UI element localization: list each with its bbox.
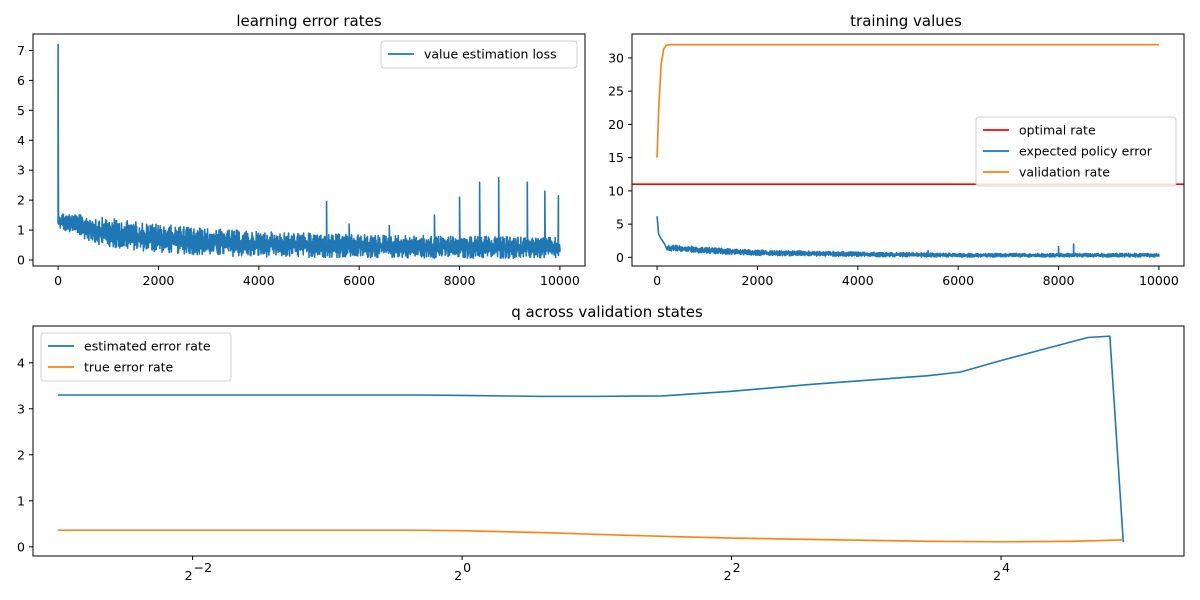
y-axis: 0 1 2 3 4 5 6 7 — [17, 43, 33, 268]
y-axis: 0 5 10 15 20 25 30 — [608, 50, 632, 265]
x-tick-label: 8000 — [1043, 273, 1075, 288]
x-tick-label: 2 — [724, 568, 732, 583]
y-tick-label: 2 — [17, 447, 25, 462]
x-tick-label: 2000 — [742, 273, 774, 288]
x-tick-label: 6000 — [942, 273, 974, 288]
plot-area — [57, 43, 561, 260]
legend: value estimation loss — [380, 40, 578, 69]
y-tick-label: 2 — [17, 193, 25, 208]
axes-frame — [631, 33, 1185, 267]
y-tick-label: 7 — [17, 43, 25, 58]
y-tick-label: 5 — [17, 103, 25, 118]
y-tick-label: 0 — [616, 250, 624, 265]
x-tick-label: 0 — [54, 273, 62, 288]
x-axis: 0 2000 4000 6000 8000 10000 — [54, 266, 580, 288]
y-tick-label: 30 — [608, 50, 624, 65]
y-tick-label: 3 — [17, 401, 25, 416]
x-tick-label: 2 — [454, 568, 462, 583]
y-tick-label: 1 — [17, 223, 25, 238]
chart-title: learning error rates — [236, 12, 382, 30]
x-tick-label: 4000 — [243, 273, 275, 288]
y-tick-label: 10 — [608, 183, 624, 198]
axes-frame — [32, 325, 1185, 557]
y-tick-label: 20 — [608, 117, 624, 132]
x-tick-label: 8000 — [444, 273, 476, 288]
legend: optimal rate expected policy error validat… — [975, 116, 1177, 187]
chart-title: training values — [850, 12, 962, 30]
chart-learning-error-rates: learning error rates 0 2000 4000 6000 8000 10… — [17, 12, 586, 288]
legend-label: optimal rate — [1019, 123, 1096, 138]
y-tick-label: 4 — [17, 133, 25, 148]
x-tick-label: 6000 — [343, 273, 375, 288]
x-tick-label: 0 — [653, 273, 661, 288]
y-tick-label: 5 — [616, 217, 624, 232]
y-tick-label: 0 — [17, 539, 25, 554]
chart-title: q across validation states — [511, 303, 703, 321]
y-tick-label: 3 — [17, 163, 25, 178]
y-tick-label: 6 — [17, 73, 25, 88]
series-line-1 — [57, 529, 1124, 543]
y-tick-label: 15 — [608, 150, 624, 165]
x-tick-label: 10000 — [540, 273, 580, 288]
series-line-0 — [57, 335, 1125, 543]
plot-area — [57, 335, 1125, 543]
legend: estimated error rate true error rate — [40, 332, 232, 382]
legend-box — [380, 40, 578, 69]
series-line-1 — [656, 216, 1160, 258]
y-tick-label: 25 — [608, 84, 624, 99]
series-line-0 — [57, 43, 561, 260]
legend-box — [975, 116, 1177, 187]
y-tick-label: 0 — [17, 253, 25, 268]
y-tick-label: 1 — [17, 493, 25, 508]
legend-label: value estimation loss — [424, 47, 557, 62]
x-tick-exponent: 0 — [463, 560, 471, 575]
x-tick-exponent: 4 — [1002, 560, 1010, 575]
legend-label: expected policy error — [1019, 144, 1153, 159]
x-tick-exponent: 2 — [733, 560, 741, 575]
x-tick-label: 10000 — [1139, 273, 1179, 288]
legend-label: validation rate — [1019, 165, 1110, 180]
x-tick-exponent: −2 — [194, 560, 212, 575]
series-line-2 — [656, 43, 1159, 158]
x-tick-label: 2000 — [143, 273, 175, 288]
y-axis: 0 1 2 3 4 — [17, 355, 33, 554]
x-tick-label: 2 — [993, 568, 1001, 583]
x-tick-label: 2 — [185, 568, 193, 583]
x-tick-label: 4000 — [842, 273, 874, 288]
chart-training-values: training values 0 2000 4000 6000 8000 10000 0… — [608, 12, 1185, 288]
legend-box — [40, 332, 232, 382]
legend-label: estimated error rate — [84, 339, 211, 354]
x-axis: 0 2000 4000 6000 8000 10000 — [653, 266, 1179, 288]
axes-frame — [32, 33, 586, 267]
legend-label: true error rate — [84, 360, 174, 375]
y-tick-label: 4 — [17, 355, 25, 370]
